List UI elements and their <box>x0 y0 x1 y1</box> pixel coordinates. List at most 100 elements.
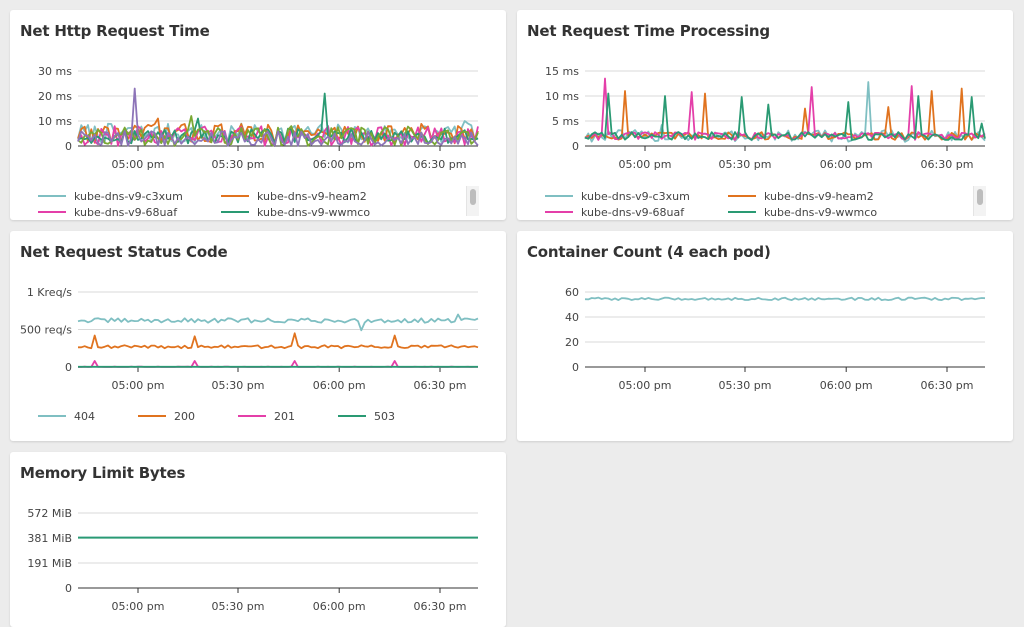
container-count-chart: 0 20 40 60 05:00 pm 05:30 pm 06:00 pm 06:30 pm <box>565 286 986 392</box>
y-tick-label: 191 MiB <box>27 557 72 570</box>
legend-item[interactable]: 201 <box>238 408 338 424</box>
legend-label: kube-dns-v9-wwmco <box>257 205 371 219</box>
net-http-request-time-chart: 0 10 ms 20 ms 30 ms 05:00 pm 05:30 pm 06:00 pm… <box>38 65 479 171</box>
y-tick-label: 0 <box>572 140 579 153</box>
y-tick-label: 1 Kreq/s <box>27 286 72 299</box>
legend-swatch <box>38 415 66 417</box>
y-tick-label: 10 ms <box>545 90 579 103</box>
legend-swatch <box>545 195 573 197</box>
legend-item[interactable]: kube-dns-v9-wwmco <box>728 204 928 220</box>
legend-label: 201 <box>274 409 295 423</box>
legend-label: kube-dns-v9-c3xum <box>581 189 690 203</box>
legend-label: kube-dns-v9-68uaf <box>581 205 685 219</box>
panel-title: Net Request Status Code <box>20 243 228 261</box>
legend-item[interactable]: kube-dns-v9-c3xum <box>545 188 728 204</box>
legend-swatch <box>221 195 249 197</box>
y-tick-label: 5 ms <box>552 115 579 128</box>
x-tick-label: 05:00 pm <box>112 379 165 392</box>
x-tick-label: 06:30 pm <box>921 379 974 392</box>
y-tick-label: 0 <box>65 361 72 374</box>
legend-label: kube-dns-v9-heam2 <box>257 189 367 203</box>
x-tick-label: 05:30 pm <box>212 158 265 171</box>
x-tick-label: 06:30 pm <box>414 158 467 171</box>
legend-item[interactable]: kube-dns-v9-wwmco <box>221 204 421 220</box>
y-tick-label: 20 ms <box>38 90 72 103</box>
legend-scrollbar-thumb[interactable] <box>977 189 983 205</box>
x-tick-label: 05:30 pm <box>212 379 265 392</box>
x-tick-label: 05:00 pm <box>112 158 165 171</box>
series-line <box>77 115 479 147</box>
series-line <box>584 77 986 141</box>
legend-scrollbar[interactable] <box>466 186 479 216</box>
legend-item[interactable]: kube-dns-v9-heam2 <box>728 188 928 204</box>
panel-title: Net Request Time Processing <box>527 22 770 40</box>
series-line <box>77 87 479 147</box>
y-tick-label: 572 MiB <box>27 507 72 520</box>
y-tick-label: 0 <box>572 361 579 374</box>
legend-swatch <box>728 211 756 213</box>
legend: 404 200 201 503 <box>38 408 478 426</box>
y-tick-label: 60 <box>565 286 579 299</box>
net-request-status-code-chart: 0 500 req/s 1 Kreq/s 05:00 pm 05:30 pm 06:00 … <box>20 286 479 392</box>
x-tick-label: 06:00 pm <box>820 158 873 171</box>
x-tick-label: 06:30 pm <box>414 379 467 392</box>
legend-item[interactable]: 503 <box>338 408 438 424</box>
legend-label: 503 <box>374 409 395 423</box>
legend-item[interactable]: kube-dns-v9-c3xum <box>38 188 221 204</box>
legend-item[interactable]: 200 <box>138 408 238 424</box>
legend-item[interactable]: kube-dns-v9-68uaf <box>38 204 221 220</box>
legend-swatch <box>221 211 249 213</box>
x-tick-label: 06:30 pm <box>921 158 974 171</box>
legend-label: kube-dns-v9-wwmco <box>764 205 878 219</box>
legend-item[interactable]: kube-dns-v9-heam2 <box>221 188 421 204</box>
legend-scrollbar-thumb[interactable] <box>470 189 476 205</box>
x-tick-label: 06:00 pm <box>820 379 873 392</box>
x-tick-label: 05:30 pm <box>212 600 265 613</box>
x-tick-label: 06:00 pm <box>313 600 366 613</box>
y-tick-label: 30 ms <box>38 65 72 78</box>
panel-net-http-request-time: Net Http Request Time 0 10 ms 20 ms 30 ms 05… <box>10 10 506 220</box>
panel-title: Memory Limit Bytes <box>20 464 186 482</box>
legend-item[interactable]: kube-dns-v9-68uaf <box>545 204 728 220</box>
x-tick-label: 05:00 pm <box>112 600 165 613</box>
memory-limit-bytes-chart: 0 191 MiB 381 MiB 572 MiB 05:00 pm 05:30 pm 06… <box>27 507 478 613</box>
y-tick-label: 381 MiB <box>27 532 72 545</box>
series-line <box>584 92 986 141</box>
x-tick-label: 05:30 pm <box>719 379 772 392</box>
series-line <box>77 313 479 332</box>
panel-container-count: Container Count (4 each pod) 0 20 40 60 05:0… <box>517 231 1013 441</box>
x-tick-label: 06:00 pm <box>313 158 366 171</box>
legend-label: 404 <box>74 409 95 423</box>
x-tick-label: 05:30 pm <box>719 158 772 171</box>
legend-swatch <box>38 195 66 197</box>
legend-swatch <box>38 211 66 213</box>
y-tick-label: 15 ms <box>545 65 579 78</box>
legend-item[interactable]: 404 <box>38 408 138 424</box>
legend-label: kube-dns-v9-68uaf <box>74 205 178 219</box>
legend-swatch <box>728 195 756 197</box>
legend: kube-dns-v9-c3xum kube-dns-v9-heam2 kube… <box>38 188 458 220</box>
y-tick-label: 0 <box>65 582 72 595</box>
y-tick-label: 20 <box>565 336 579 349</box>
legend-scrollbar[interactable] <box>973 186 986 216</box>
x-tick-label: 05:00 pm <box>619 158 672 171</box>
legend-swatch <box>138 415 166 417</box>
net-request-time-processing-chart: 0 5 ms 10 ms 15 ms 05:00 pm 05:30 pm 06:00 pm 0… <box>545 65 986 171</box>
y-tick-label: 10 ms <box>38 115 72 128</box>
legend-label: kube-dns-v9-c3xum <box>74 189 183 203</box>
legend-label: kube-dns-v9-heam2 <box>764 189 874 203</box>
series-line <box>584 296 986 301</box>
y-tick-label: 500 req/s <box>20 324 72 337</box>
legend-swatch <box>338 415 366 417</box>
legend-label: 200 <box>174 409 195 423</box>
y-tick-label: 0 <box>65 140 72 153</box>
legend: kube-dns-v9-c3xum kube-dns-v9-heam2 kube… <box>545 188 965 220</box>
panel-memory-limit-bytes: Memory Limit Bytes 0 191 MiB 381 MiB 572 Mi… <box>10 452 506 627</box>
legend-swatch <box>545 211 573 213</box>
panel-net-request-status-code: Net Request Status Code 0 500 req/s 1 Kreq… <box>10 231 506 441</box>
y-tick-label: 40 <box>565 311 579 324</box>
panel-title: Net Http Request Time <box>20 22 210 40</box>
legend-swatch <box>238 415 266 417</box>
x-tick-label: 05:00 pm <box>619 379 672 392</box>
series-line <box>78 332 479 350</box>
